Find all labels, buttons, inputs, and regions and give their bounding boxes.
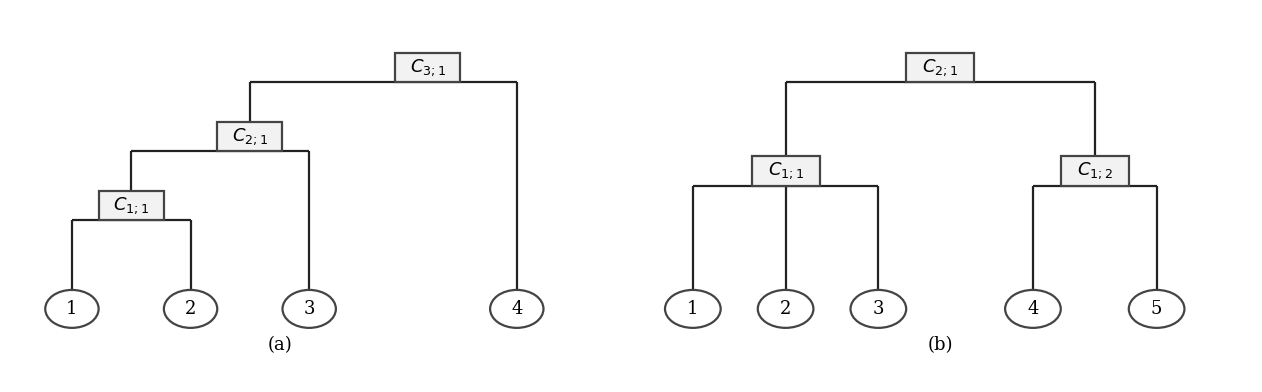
- Text: 4: 4: [511, 300, 522, 318]
- FancyBboxPatch shape: [217, 122, 283, 151]
- FancyBboxPatch shape: [752, 156, 819, 185]
- Ellipse shape: [45, 290, 98, 328]
- Text: $C_{2;1}$: $C_{2;1}$: [232, 126, 268, 147]
- Ellipse shape: [1005, 290, 1061, 328]
- Ellipse shape: [164, 290, 217, 328]
- Text: 1: 1: [66, 300, 78, 318]
- Text: 2: 2: [184, 300, 197, 318]
- Text: 5: 5: [1151, 300, 1162, 318]
- Text: $C_{1;1}$: $C_{1;1}$: [767, 161, 804, 181]
- Ellipse shape: [757, 290, 814, 328]
- Text: (b): (b): [928, 336, 953, 354]
- FancyBboxPatch shape: [906, 53, 974, 82]
- Text: 2: 2: [780, 300, 791, 318]
- FancyBboxPatch shape: [1061, 156, 1128, 185]
- Ellipse shape: [1128, 290, 1185, 328]
- Text: 3: 3: [303, 300, 316, 318]
- Ellipse shape: [283, 290, 336, 328]
- Text: (a): (a): [268, 336, 292, 354]
- Text: 1: 1: [687, 300, 699, 318]
- Ellipse shape: [665, 290, 721, 328]
- FancyBboxPatch shape: [395, 53, 461, 82]
- Text: 3: 3: [872, 300, 885, 318]
- Text: $C_{3;1}$: $C_{3;1}$: [410, 57, 445, 78]
- Text: 4: 4: [1027, 300, 1039, 318]
- Ellipse shape: [851, 290, 906, 328]
- Text: $C_{1;1}$: $C_{1;1}$: [114, 195, 149, 216]
- Ellipse shape: [490, 290, 544, 328]
- Text: $C_{1;2}$: $C_{1;2}$: [1076, 161, 1113, 181]
- FancyBboxPatch shape: [98, 191, 164, 220]
- Text: $C_{2;1}$: $C_{2;1}$: [923, 57, 958, 78]
